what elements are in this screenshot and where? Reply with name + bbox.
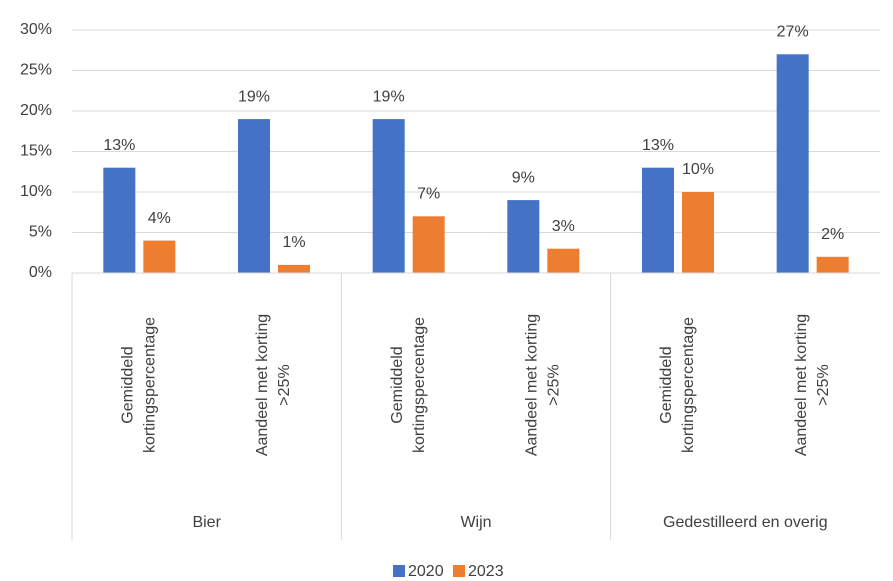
x-tick-label: >25%	[546, 364, 563, 405]
x-tick-label: Gemiddeld	[389, 346, 406, 423]
data-label: 27%	[777, 24, 809, 41]
y-tick-label: 15%	[20, 143, 52, 160]
bar	[816, 256, 849, 273]
data-label: 13%	[103, 137, 135, 154]
bar	[507, 200, 540, 273]
data-label: 13%	[642, 137, 674, 154]
data-label: 2%	[821, 226, 844, 243]
data-label: 19%	[238, 88, 270, 105]
data-label: 9%	[512, 169, 535, 186]
x-tick-label: Aandeel met korting	[254, 314, 271, 456]
legend-label: 2020	[408, 563, 444, 580]
bar	[682, 192, 714, 273]
bar	[103, 167, 136, 273]
x-tick-label: Aandeel met korting	[524, 314, 541, 456]
legend-swatch	[453, 565, 465, 577]
bar	[278, 264, 310, 273]
data-label: 7%	[417, 186, 440, 203]
legend-swatch	[393, 565, 405, 577]
group-label: Wijn	[460, 514, 491, 531]
x-tick-label: Gemiddeld	[120, 346, 137, 423]
y-tick-label: 0%	[29, 264, 52, 281]
group-label: Gedestilleerd en overig	[663, 514, 828, 531]
y-tick-label: 10%	[20, 183, 52, 200]
x-tick-label: >25%	[276, 364, 293, 405]
bar	[547, 248, 580, 273]
data-label: 4%	[148, 210, 171, 227]
x-tick-label: Gemiddeld	[658, 346, 675, 423]
data-label: 1%	[282, 234, 305, 251]
x-tick-label: kortingspercentage	[142, 317, 159, 453]
bar	[143, 240, 176, 273]
bar	[238, 119, 270, 273]
y-tick-label: 5%	[29, 224, 52, 241]
x-tick-label: Aandeel met korting	[793, 314, 810, 456]
y-tick-label: 30%	[20, 21, 52, 38]
data-label: 10%	[682, 161, 714, 178]
bar	[412, 216, 445, 273]
bar	[642, 167, 674, 273]
y-tick-label: 25%	[20, 62, 52, 79]
bar	[372, 119, 405, 273]
x-tick-label: kortingspercentage	[411, 317, 428, 453]
data-label: 19%	[373, 88, 405, 105]
bar	[776, 54, 809, 273]
group-label: Bier	[192, 514, 221, 531]
legend-label: 2023	[468, 563, 504, 580]
x-tick-label: kortingspercentage	[680, 317, 697, 453]
x-tick-label: >25%	[815, 364, 832, 405]
y-tick-label: 20%	[20, 102, 52, 119]
data-label: 3%	[552, 218, 575, 235]
